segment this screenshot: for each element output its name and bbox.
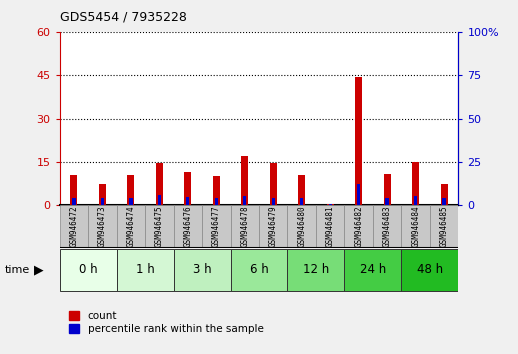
Text: 12 h: 12 h: [303, 263, 329, 276]
Text: GSM946481: GSM946481: [326, 206, 335, 247]
Legend: count, percentile rank within the sample: count, percentile rank within the sample: [65, 307, 268, 338]
Bar: [270, 164, 277, 205]
Bar: [231, 249, 287, 291]
Text: ▶: ▶: [34, 263, 44, 276]
Bar: [214, 198, 218, 205]
Text: GSM946474: GSM946474: [126, 206, 135, 247]
Bar: [344, 249, 401, 291]
Bar: [100, 198, 104, 205]
Text: GSM946483: GSM946483: [383, 206, 392, 247]
Text: 1 h: 1 h: [136, 263, 154, 276]
Bar: [384, 173, 391, 205]
Text: GSM946478: GSM946478: [240, 206, 249, 247]
Text: GSM946473: GSM946473: [98, 206, 107, 247]
Bar: [127, 175, 134, 205]
Text: GSM946484: GSM946484: [411, 206, 420, 247]
Bar: [287, 249, 344, 291]
Text: 3 h: 3 h: [193, 263, 211, 276]
Bar: [385, 198, 389, 205]
Bar: [357, 184, 361, 205]
Text: 24 h: 24 h: [360, 263, 386, 276]
Bar: [99, 184, 106, 205]
Bar: [241, 156, 248, 205]
Text: GSM946479: GSM946479: [269, 206, 278, 247]
Text: GSM946475: GSM946475: [155, 206, 164, 247]
Bar: [117, 249, 174, 291]
Bar: [60, 249, 117, 291]
Bar: [401, 249, 458, 291]
Bar: [430, 205, 458, 248]
Text: time: time: [5, 265, 31, 275]
Bar: [441, 184, 448, 205]
Bar: [60, 205, 88, 248]
Bar: [442, 198, 446, 205]
Bar: [271, 198, 275, 205]
Text: GSM946482: GSM946482: [354, 206, 363, 247]
Bar: [129, 198, 133, 205]
Bar: [298, 175, 305, 205]
Text: GSM946485: GSM946485: [440, 206, 449, 247]
Bar: [243, 196, 247, 205]
Text: 0 h: 0 h: [79, 263, 97, 276]
Bar: [412, 162, 419, 205]
Bar: [355, 77, 362, 205]
Text: 6 h: 6 h: [250, 263, 268, 276]
Text: GSM946472: GSM946472: [69, 206, 78, 247]
Bar: [259, 205, 287, 248]
Text: GDS5454 / 7935228: GDS5454 / 7935228: [60, 11, 186, 24]
Bar: [327, 204, 334, 205]
Bar: [373, 205, 401, 248]
Bar: [316, 205, 344, 248]
Bar: [88, 205, 117, 248]
Bar: [300, 198, 304, 205]
Bar: [328, 204, 332, 205]
Text: GSM946480: GSM946480: [297, 206, 306, 247]
Bar: [156, 164, 163, 205]
Text: GSM946477: GSM946477: [212, 206, 221, 247]
Bar: [184, 172, 191, 205]
Bar: [72, 198, 76, 205]
Bar: [231, 205, 259, 248]
Bar: [117, 205, 145, 248]
Text: GSM946476: GSM946476: [183, 206, 192, 247]
Bar: [213, 176, 220, 205]
Bar: [202, 205, 231, 248]
Bar: [344, 205, 373, 248]
Bar: [174, 205, 202, 248]
Bar: [414, 196, 418, 205]
Bar: [145, 205, 174, 248]
Bar: [401, 205, 430, 248]
Bar: [70, 175, 77, 205]
Bar: [186, 197, 190, 205]
Bar: [174, 249, 231, 291]
Text: 48 h: 48 h: [417, 263, 443, 276]
Bar: [157, 195, 161, 205]
Bar: [287, 205, 316, 248]
